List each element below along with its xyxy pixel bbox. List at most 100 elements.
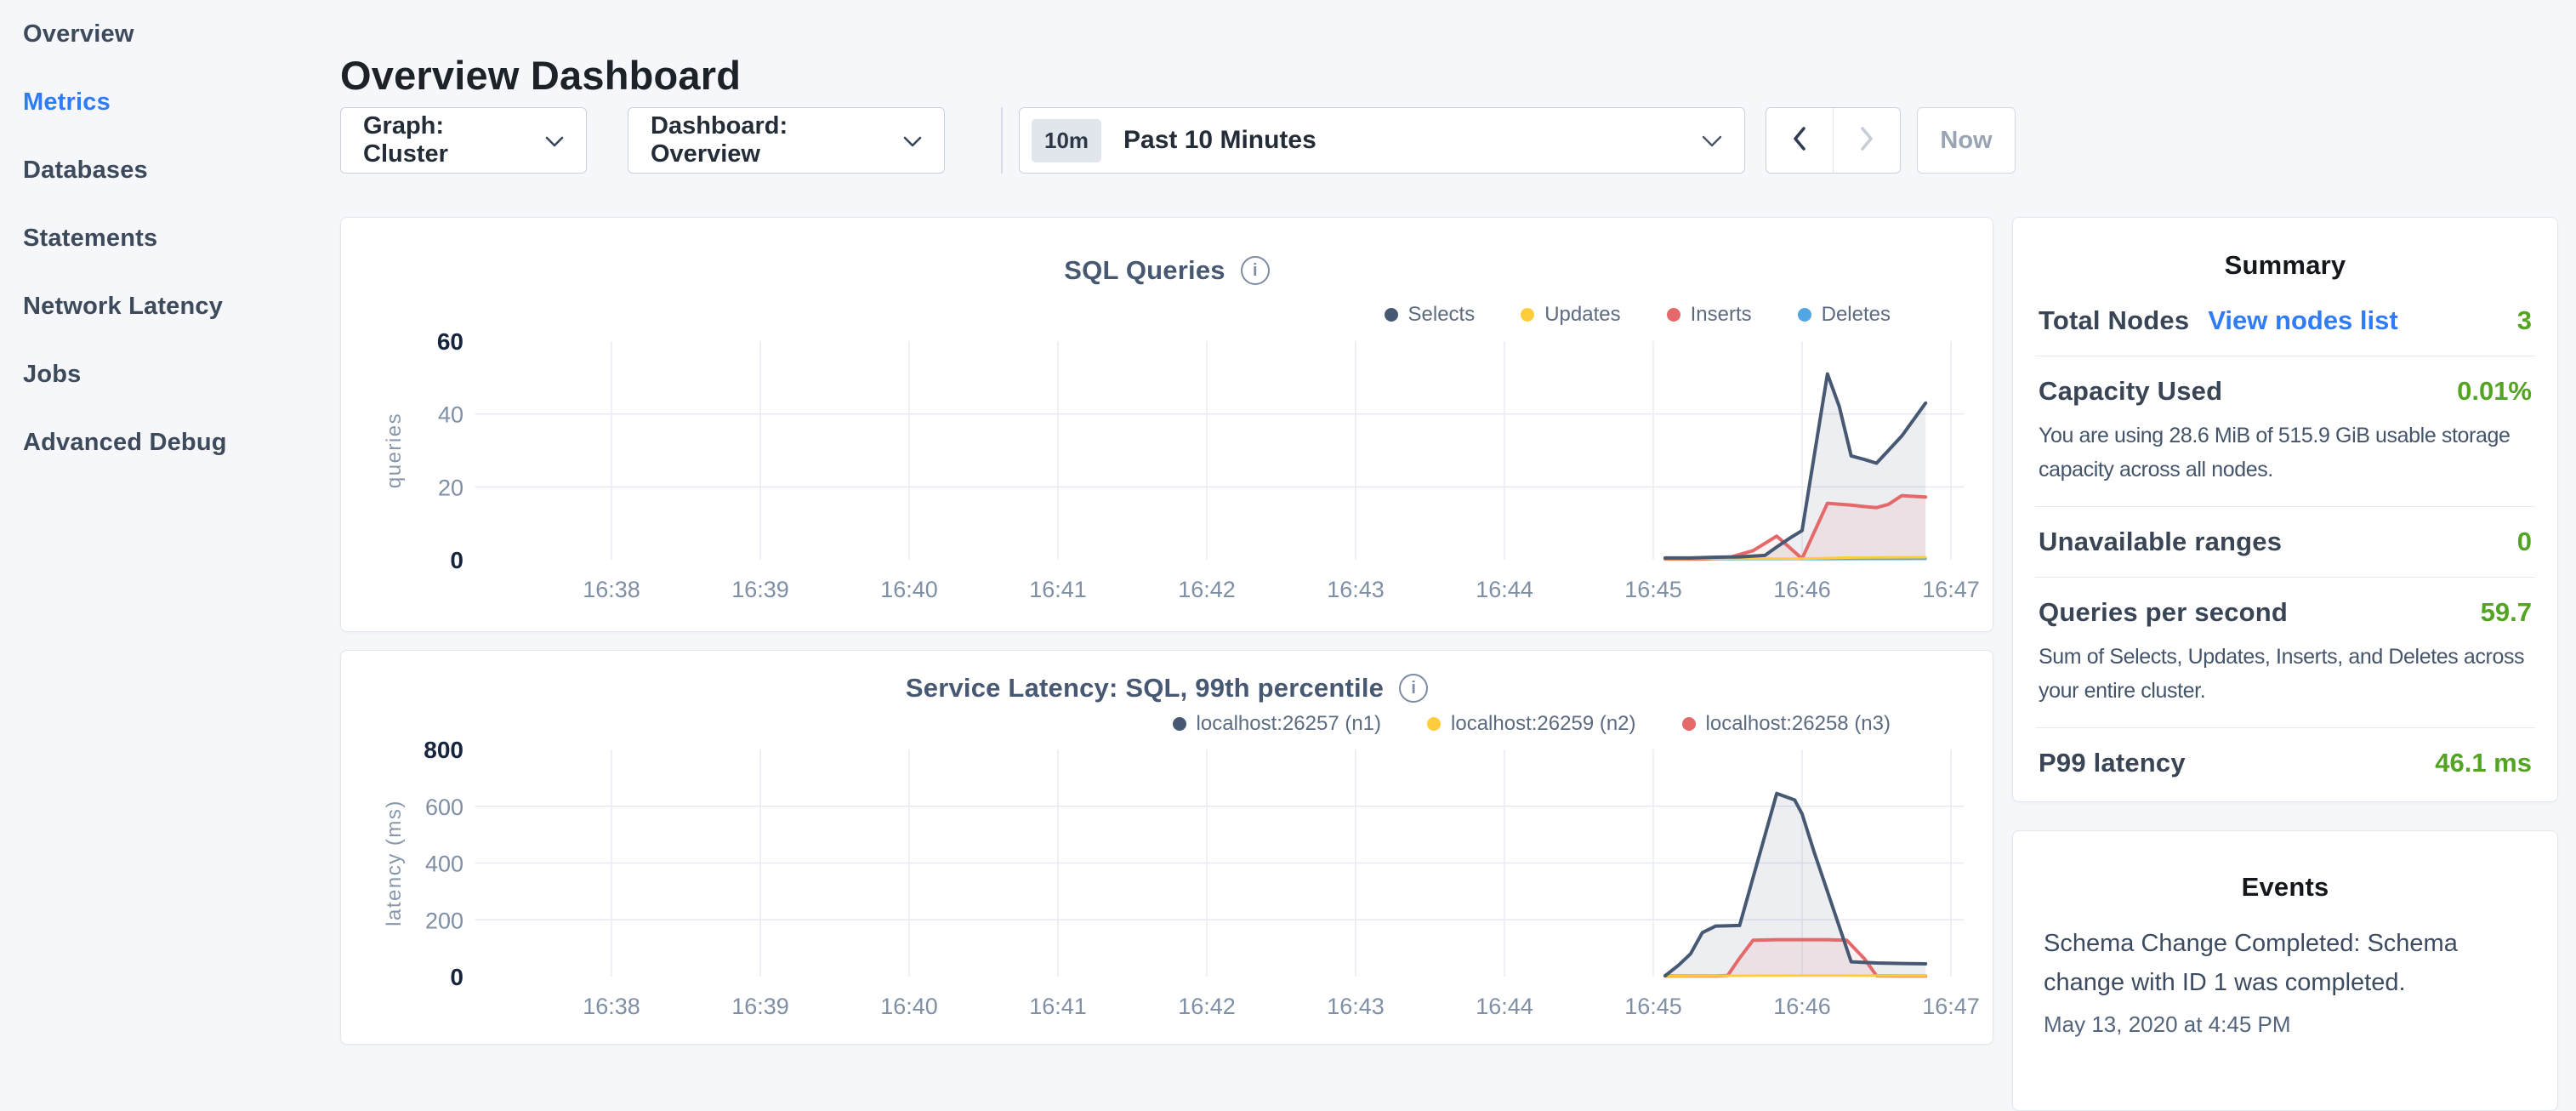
svg-text:queries: queries bbox=[383, 413, 406, 488]
event-message: Schema Change Completed: Schema change w… bbox=[2044, 925, 2527, 1003]
legend-item: localhost:26258 (n3) bbox=[1682, 712, 1891, 736]
svg-text:16:47: 16:47 bbox=[1922, 577, 1980, 602]
chevron-down-icon bbox=[545, 127, 564, 155]
svg-text:16:42: 16:42 bbox=[1178, 577, 1236, 602]
sidebar-item-statements[interactable]: Statements bbox=[0, 204, 327, 272]
sidebar-item-metrics[interactable]: Metrics bbox=[0, 68, 327, 136]
legend-item: Updates bbox=[1521, 303, 1620, 327]
legend-item: Inserts bbox=[1667, 303, 1752, 327]
svg-text:16:46: 16:46 bbox=[1773, 994, 1831, 1019]
summary-row-label: P99 latency bbox=[2039, 748, 2186, 778]
summary-row-total-nodes: Total Nodes View nodes list 3 bbox=[2035, 286, 2535, 356]
svg-text:16:41: 16:41 bbox=[1029, 994, 1087, 1019]
chevron-left-icon bbox=[1790, 124, 1809, 157]
graph-selector-dropdown[interactable]: Graph: Cluster bbox=[340, 107, 587, 174]
summary-row-label: Unavailable ranges bbox=[2039, 527, 2282, 557]
graph-selector-label: Graph: Cluster bbox=[363, 112, 528, 168]
svg-text:600: 600 bbox=[425, 795, 463, 820]
legend-dot-icon bbox=[1173, 717, 1186, 731]
summary-row-value: 59.7 bbox=[2481, 597, 2532, 628]
sidebar: Overview Metrics Databases Statements Ne… bbox=[0, 0, 327, 476]
chevron-right-icon bbox=[1857, 124, 1876, 157]
summary-row-p99-latency: P99 latency 46.1 ms bbox=[2035, 728, 2535, 798]
svg-text:16:43: 16:43 bbox=[1327, 577, 1385, 602]
svg-text:0: 0 bbox=[450, 964, 463, 990]
svg-text:20: 20 bbox=[438, 475, 463, 500]
svg-text:16:38: 16:38 bbox=[583, 994, 640, 1019]
svg-text:16:42: 16:42 bbox=[1178, 994, 1236, 1019]
view-nodes-list-link[interactable]: View nodes list bbox=[2208, 305, 2397, 336]
chart-title: SQL Queries bbox=[1064, 255, 1225, 286]
svg-text:16:39: 16:39 bbox=[731, 577, 789, 602]
svg-text:16:41: 16:41 bbox=[1029, 577, 1087, 602]
time-range-label: Past 10 Minutes bbox=[1123, 126, 1702, 155]
svg-text:16:46: 16:46 bbox=[1773, 577, 1831, 602]
svg-text:800: 800 bbox=[424, 741, 463, 763]
legend-dot-icon bbox=[1427, 717, 1441, 731]
summary-row-description: You are using 28.6 MiB of 515.9 GiB usab… bbox=[2039, 419, 2532, 487]
svg-text:16:44: 16:44 bbox=[1476, 994, 1533, 1019]
chevron-down-icon bbox=[1702, 127, 1722, 155]
svg-text:16:44: 16:44 bbox=[1476, 577, 1533, 602]
chevron-down-icon bbox=[903, 127, 922, 155]
legend-dot-icon bbox=[1798, 308, 1811, 322]
legend-item: Selects bbox=[1385, 303, 1476, 327]
svg-text:16:43: 16:43 bbox=[1327, 994, 1385, 1019]
summary-row-queries-per-second: Queries per second 59.7 Sum of Selects, … bbox=[2035, 578, 2535, 728]
summary-row-unavailable-ranges: Unavailable ranges 0 bbox=[2035, 507, 2535, 578]
legend-dot-icon bbox=[1682, 717, 1696, 731]
dashboard-controls: Graph: Cluster Dashboard: Overview 10m P… bbox=[340, 107, 2016, 174]
legend-item: localhost:26257 (n1) bbox=[1173, 712, 1381, 736]
legend-dot-icon bbox=[1521, 308, 1534, 322]
controls-divider bbox=[1001, 107, 1003, 174]
sidebar-item-network-latency[interactable]: Network Latency bbox=[0, 272, 327, 340]
svg-text:16:45: 16:45 bbox=[1624, 994, 1682, 1019]
sidebar-item-databases[interactable]: Databases bbox=[0, 136, 327, 204]
summary-row-value: 0 bbox=[2517, 527, 2532, 557]
service-latency-chart-plot[interactable]: 16:38 16:39 16:40 16:41 16:42 16:43 16:44 16:45… bbox=[356, 741, 1984, 1022]
svg-text:200: 200 bbox=[425, 908, 463, 933]
time-step-forward-button[interactable] bbox=[1833, 108, 1900, 173]
events-title: Events bbox=[2044, 872, 2527, 903]
svg-text:16:40: 16:40 bbox=[880, 994, 938, 1019]
summary-row-label: Total Nodes bbox=[2039, 305, 2189, 336]
svg-text:16:47: 16:47 bbox=[1922, 994, 1980, 1019]
summary-row-label: Capacity Used bbox=[2039, 376, 2222, 407]
info-icon[interactable]: i bbox=[1241, 256, 1270, 285]
event-list-item[interactable]: Schema Change Completed: Schema change w… bbox=[2044, 925, 2527, 1038]
svg-text:16:40: 16:40 bbox=[880, 577, 938, 602]
time-range-dropdown[interactable]: 10m Past 10 Minutes bbox=[1019, 107, 1745, 174]
time-step-back-button[interactable] bbox=[1766, 108, 1833, 173]
legend-item: Deletes bbox=[1798, 303, 1891, 327]
dashboard-selector-label: Dashboard: Overview bbox=[651, 112, 886, 168]
page-title: Overview Dashboard bbox=[340, 45, 741, 106]
event-timestamp: May 13, 2020 at 4:45 PM bbox=[2044, 1011, 2527, 1038]
summary-row-value: 0.01% bbox=[2457, 376, 2532, 407]
summary-row-value: 3 bbox=[2517, 305, 2532, 336]
svg-text:latency (ms): latency (ms) bbox=[383, 800, 406, 926]
chart-legend: Selects Updates Inserts Deletes bbox=[1385, 303, 1891, 327]
sql-queries-chart-plot[interactable]: 16:3816:3916:4016:4116:4216:4316:4416:45… bbox=[356, 333, 1984, 605]
summary-title: Summary bbox=[2035, 250, 2535, 281]
sidebar-item-overview[interactable]: Overview bbox=[0, 0, 327, 68]
svg-text:16:39: 16:39 bbox=[731, 994, 789, 1019]
time-step-buttons bbox=[1766, 107, 1901, 174]
svg-text:0: 0 bbox=[450, 547, 463, 573]
sql-queries-chart-card: SQL Queries i Selects Updates Inserts Delet… bbox=[340, 217, 1993, 632]
now-button[interactable]: Now bbox=[1917, 107, 2016, 174]
summary-row-capacity-used: Capacity Used 0.01% You are using 28.6 M… bbox=[2035, 356, 2535, 507]
summary-row-label: Queries per second bbox=[2039, 597, 2288, 628]
summary-panel: Summary Total Nodes View nodes list 3 Ca… bbox=[2012, 217, 2558, 802]
service-latency-chart-card: Service Latency: SQL, 99th percentile i … bbox=[340, 650, 1993, 1045]
summary-row-description: Sum of Selects, Updates, Inserts, and De… bbox=[2039, 640, 2532, 708]
dashboard-selector-dropdown[interactable]: Dashboard: Overview bbox=[628, 107, 945, 174]
sidebar-item-jobs[interactable]: Jobs bbox=[0, 340, 327, 408]
summary-row-value: 46.1 ms bbox=[2435, 748, 2532, 778]
legend-dot-icon bbox=[1385, 308, 1398, 322]
events-panel: Events Schema Change Completed: Schema c… bbox=[2012, 830, 2558, 1111]
svg-text:400: 400 bbox=[425, 852, 463, 877]
sidebar-item-advanced-debug[interactable]: Advanced Debug bbox=[0, 408, 327, 476]
legend-item: localhost:26259 (n2) bbox=[1427, 712, 1635, 736]
info-icon[interactable]: i bbox=[1399, 674, 1428, 703]
svg-text:16:45: 16:45 bbox=[1624, 577, 1682, 602]
